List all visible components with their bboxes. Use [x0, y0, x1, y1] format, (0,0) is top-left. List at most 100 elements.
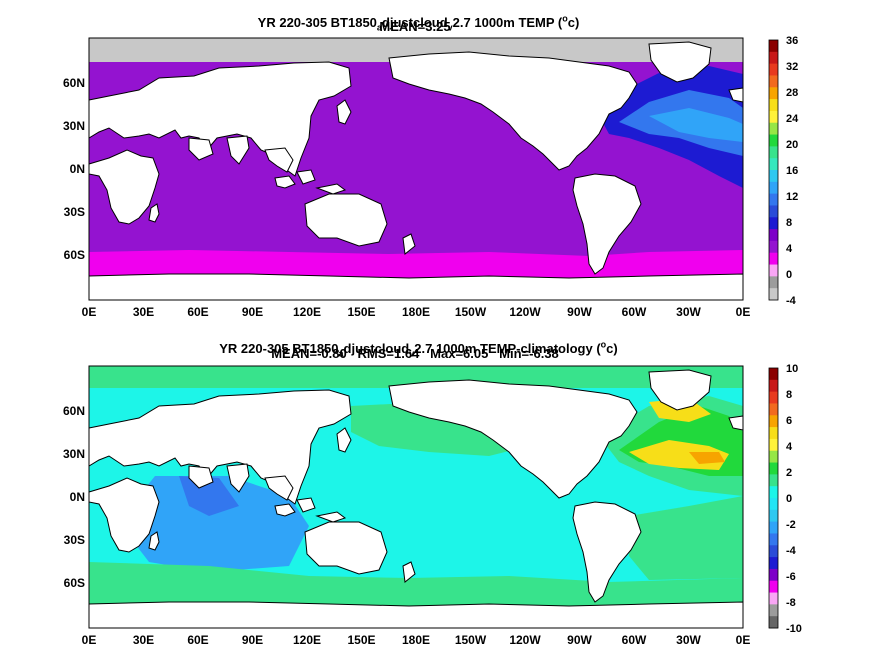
- colorbar-tick-label: 12: [786, 191, 798, 203]
- title-sub: a: [376, 22, 382, 33]
- colorbar-tick-label: -8: [786, 597, 796, 609]
- lon-tick-label: 120W: [509, 305, 541, 319]
- lon-tick-label: 0E: [82, 633, 97, 647]
- colorbar-segment: [769, 276, 778, 289]
- lon-tick-label: 180E: [402, 633, 430, 647]
- colorbar-tick-label: 20: [786, 139, 798, 151]
- colorbar-segment: [769, 438, 778, 452]
- colorbar-segment: [769, 450, 778, 464]
- top-north-atlantic-light: [649, 108, 743, 142]
- bottom-indian-ocean-deep: [179, 476, 239, 516]
- colorbar-frame: [768, 367, 779, 629]
- bottom-frame: [88, 365, 744, 629]
- bottom-southern-band: [89, 562, 743, 606]
- title-sub: v: [447, 22, 453, 33]
- colorbar-tick-label: 36: [786, 35, 798, 47]
- lon-tick-label: 150W: [455, 633, 487, 647]
- title-part: c): [567, 15, 580, 30]
- title-part: YR 220-305 BT1850: [219, 341, 339, 356]
- title-part: djustcloud: [381, 15, 448, 30]
- colorbar-segment: [769, 63, 778, 76]
- colorbar-segment: [769, 462, 778, 475]
- lon-tick-label: 30W: [676, 633, 701, 647]
- lat-tick-label: 30S: [64, 533, 85, 547]
- colorbar-segment: [769, 87, 778, 100]
- colorbar-segment: [769, 616, 778, 629]
- top-southern-band: [89, 250, 743, 278]
- colorbar-tick-label: 4: [786, 243, 793, 255]
- colorbar-segment: [769, 509, 778, 523]
- colorbar-segment: [769, 252, 778, 266]
- colorbar-segment: [769, 40, 778, 53]
- colorbar-segment: [769, 379, 778, 393]
- bottom-arctic: [89, 366, 743, 388]
- title-part: c): [606, 341, 618, 356]
- colorbar-segment: [769, 205, 778, 218]
- title-part: 2.7 1000m TEMP (: [452, 15, 563, 30]
- colorbar-segment: [769, 51, 778, 65]
- colorbar-tick-label: 24: [786, 113, 799, 125]
- bottom-map: [88, 365, 744, 629]
- colorbar-segment: [769, 474, 778, 487]
- colorbar-tick-label: -10: [786, 623, 802, 635]
- lon-tick-label: 60W: [622, 633, 647, 647]
- lat-tick-label: 30S: [64, 205, 85, 219]
- panel1-title: YR 220-305 BT1850adjustcloudv2.7 1000m T…: [0, 0, 830, 33]
- lat-tick-label: 60N: [63, 76, 85, 90]
- colorbar-segment: [769, 403, 778, 416]
- lon-tick-label: 150E: [347, 633, 375, 647]
- lat-tick-label: 60N: [63, 404, 85, 418]
- lon-tick-label: 120E: [293, 305, 321, 319]
- colorbar-segment: [769, 193, 778, 206]
- top-map: [88, 37, 744, 301]
- colorbar-segment: [769, 604, 778, 617]
- colorbar-tick-label: 2: [786, 467, 792, 479]
- colorbar-segment: [769, 521, 778, 534]
- colorbar-frame: [768, 39, 779, 301]
- colorbar-tick-label: -4: [786, 545, 797, 557]
- lon-tick-label: 90E: [242, 633, 263, 647]
- title-sup: o: [600, 339, 607, 350]
- lon-tick-label: 90W: [567, 305, 592, 319]
- colorbar-segment: [769, 415, 778, 428]
- colorbar-tick-label: 6: [786, 415, 792, 427]
- title-sub: v: [409, 348, 415, 359]
- colorbar-segment: [769, 368, 778, 381]
- colorbar-segment: [769, 110, 778, 124]
- colorbar-segment: [769, 486, 778, 499]
- title-sub: a: [338, 348, 344, 359]
- colorbar-tick-label: 0: [786, 493, 792, 505]
- colorbar-segment: [769, 580, 778, 594]
- title-part: YR 220-305 BT1850: [257, 15, 377, 30]
- colorbar-segment: [769, 181, 778, 195]
- colorbar-segment: [769, 158, 778, 171]
- panel2-stats: MEAN=-0.80 RMS=1.64 Max=6.05 Min=-6.38: [271, 346, 559, 361]
- colorbar-segment: [769, 240, 778, 254]
- colorbar-tick-label: -2: [786, 519, 796, 531]
- panel2-title: YR 220-305 BT1850adjustcloudv2.7 1000m T…: [0, 325, 830, 359]
- lon-tick-label: 30W: [676, 305, 701, 319]
- lon-tick-label: 60E: [187, 633, 208, 647]
- colorbar-tick-label: 16: [786, 165, 798, 177]
- lon-tick-label: 30E: [133, 305, 154, 319]
- lon-tick-label: 150W: [455, 305, 487, 319]
- colorbar-segment: [769, 99, 778, 112]
- lat-tick-label: 0N: [70, 162, 85, 176]
- colorbar-segment: [769, 427, 778, 440]
- colorbar-tick-label: 10: [786, 363, 798, 375]
- colorbar-segment: [769, 557, 778, 570]
- lon-tick-label: 180E: [402, 305, 430, 319]
- lon-tick-label: 60W: [622, 305, 647, 319]
- colorbar-tick-label: 0: [786, 269, 792, 281]
- lon-tick-label: 0E: [82, 305, 97, 319]
- colorbar-segment: [769, 545, 778, 558]
- colorbar-tick-label: -4: [786, 295, 797, 307]
- lon-tick-label: 30E: [133, 633, 154, 647]
- colorbar-tick-label: 4: [786, 441, 793, 453]
- colorbar-tick-label: 8: [786, 389, 792, 401]
- lat-tick-label: 60S: [64, 248, 85, 262]
- bottom-indian-ocean: [129, 476, 309, 572]
- panel1-stats: MEAN=3.25: [379, 19, 451, 34]
- lat-tick-label: 30N: [63, 119, 85, 133]
